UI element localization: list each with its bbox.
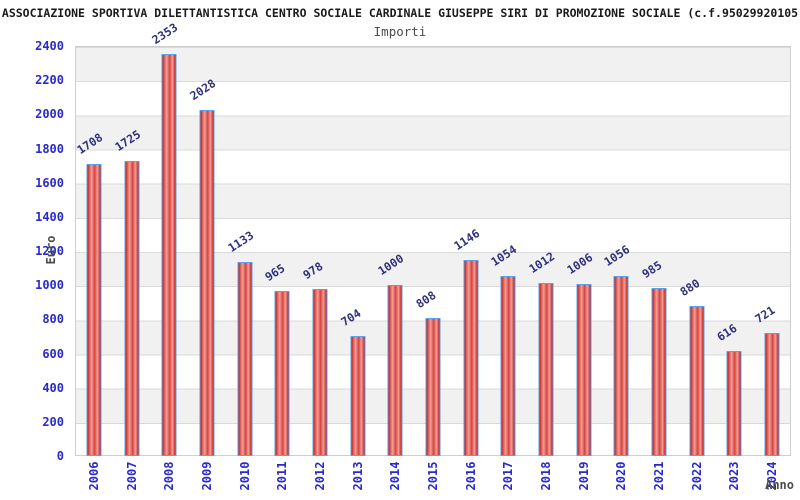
x-tick-label: 2010 (237, 461, 252, 491)
x-tick-label: 2012 (312, 461, 327, 491)
x-tick-label: 2013 (350, 461, 365, 491)
bar-value-label: 880 (677, 275, 703, 299)
x-tick-label: 2011 (275, 461, 290, 491)
chart-header: ASSOCIAZIONE SPORTIVA DILETTANTISTICA CE… (0, 4, 800, 22)
bar (86, 164, 102, 456)
bar (124, 161, 139, 456)
x-tick-label: 2009 (199, 461, 214, 491)
y-tick-label: 1600 (35, 175, 64, 190)
x-tick-label: 2021 (652, 461, 667, 491)
y-tick-label: 2200 (35, 73, 64, 88)
bar (350, 335, 366, 456)
bar (651, 287, 667, 456)
bar-value-label: 721 (752, 302, 778, 326)
bar (463, 260, 479, 456)
y-axis-title: Euro (44, 235, 58, 265)
bar-slot: 1000 2014 (375, 46, 414, 490)
x-axis-title: Anno (765, 478, 794, 492)
x-tick-label: 2007 (124, 461, 139, 491)
bar-value-label: 2028 (187, 75, 219, 103)
bar (237, 262, 253, 456)
bar-slot: 2028 2009 (187, 46, 226, 491)
chart-subtitle: Importi (373, 24, 427, 39)
bar (425, 317, 441, 456)
bar-slot: 1133 2010 (224, 46, 264, 491)
x-tick-label: 2020 (614, 461, 629, 491)
y-tick-label: 2400 (35, 39, 64, 53)
bar-slot: 1012 2018 (526, 46, 565, 490)
bar (726, 350, 742, 456)
x-tick-label: 2015 (425, 461, 440, 491)
bar-slot: 1006 2019 (564, 46, 603, 490)
bar-value-label: 808 (413, 287, 439, 311)
y-tick-label: 0 (56, 449, 64, 463)
page-title: ASSOCIAZIONE SPORTIVA DILETTANTISTICA CE… (1, 6, 799, 20)
bar (387, 285, 403, 456)
bar (689, 305, 705, 456)
bar-slot: 978 2012 (300, 46, 339, 490)
y-tick-label: 1400 (35, 209, 64, 224)
y-tick-label: 2000 (35, 107, 64, 122)
bar-slot: 1056 2020 (601, 46, 641, 491)
bar-value-label: 704 (337, 305, 364, 329)
bar-value-label: 1146 (451, 226, 482, 254)
bar-value-label: 616 (714, 320, 740, 344)
bar-slot: 985 2021 (639, 46, 678, 490)
bar (312, 288, 328, 456)
y-tick-label: 400 (42, 380, 64, 395)
bar (764, 332, 780, 456)
bar (500, 275, 516, 456)
x-tick-label: 2016 (463, 461, 478, 491)
bar-slot: 965 2011 (262, 46, 301, 490)
bar-slot: 808 2015 (413, 46, 452, 490)
bar-value-label: 1708 (74, 130, 106, 158)
y-tick-label: 800 (42, 312, 64, 327)
bar-value-label: 1000 (375, 251, 407, 279)
bar-slot: 2353 2008 (150, 20, 188, 490)
y-tick-label: 200 (42, 414, 64, 429)
x-tick-label: 2006 (86, 461, 101, 491)
bar-slot: 1708 2006 (74, 46, 113, 490)
x-tick-label: 2014 (388, 461, 403, 491)
y-tick-label: 1800 (35, 141, 64, 156)
x-tick-label: 2019 (576, 461, 591, 491)
bar-value-label: 1133 (224, 228, 256, 256)
bar-slot: 880 2022 (677, 46, 716, 490)
bar-slot: 1146 2016 (451, 46, 490, 490)
bar (576, 284, 592, 456)
bar (199, 109, 215, 456)
bar (274, 291, 290, 456)
bar (538, 283, 554, 456)
y-tick-label: 1200 (35, 244, 64, 258)
x-tick-label: 2022 (689, 461, 704, 491)
bar (161, 54, 177, 456)
x-tick-label: 2008 (162, 461, 177, 491)
bar (613, 275, 629, 456)
bar-value-label: 1054 (488, 242, 520, 269)
x-tick-label: 2017 (501, 461, 516, 491)
bar-value-label: 1006 (564, 250, 595, 278)
bar-value-label: 1725 (111, 127, 143, 155)
bar-value-label: 965 (262, 261, 288, 285)
bar-value-label: 1056 (601, 241, 633, 269)
bar-slot: 721 2024 (752, 46, 791, 490)
bar-slot: 704 2013 (337, 46, 377, 490)
bar-slot: 1725 2007 (111, 46, 151, 490)
y-tick-label: 1000 (35, 278, 64, 293)
x-tick-label: 2018 (539, 461, 554, 491)
x-tick-label: 2023 (727, 461, 742, 491)
bar-value-label: 978 (300, 258, 326, 282)
bar-slot: 616 2023 (714, 46, 754, 490)
y-tick-label: 600 (42, 346, 64, 361)
bar-value-label: 985 (639, 257, 665, 281)
bar-slot: 1054 2017 (488, 46, 528, 490)
bar-value-label: 1012 (526, 249, 558, 277)
